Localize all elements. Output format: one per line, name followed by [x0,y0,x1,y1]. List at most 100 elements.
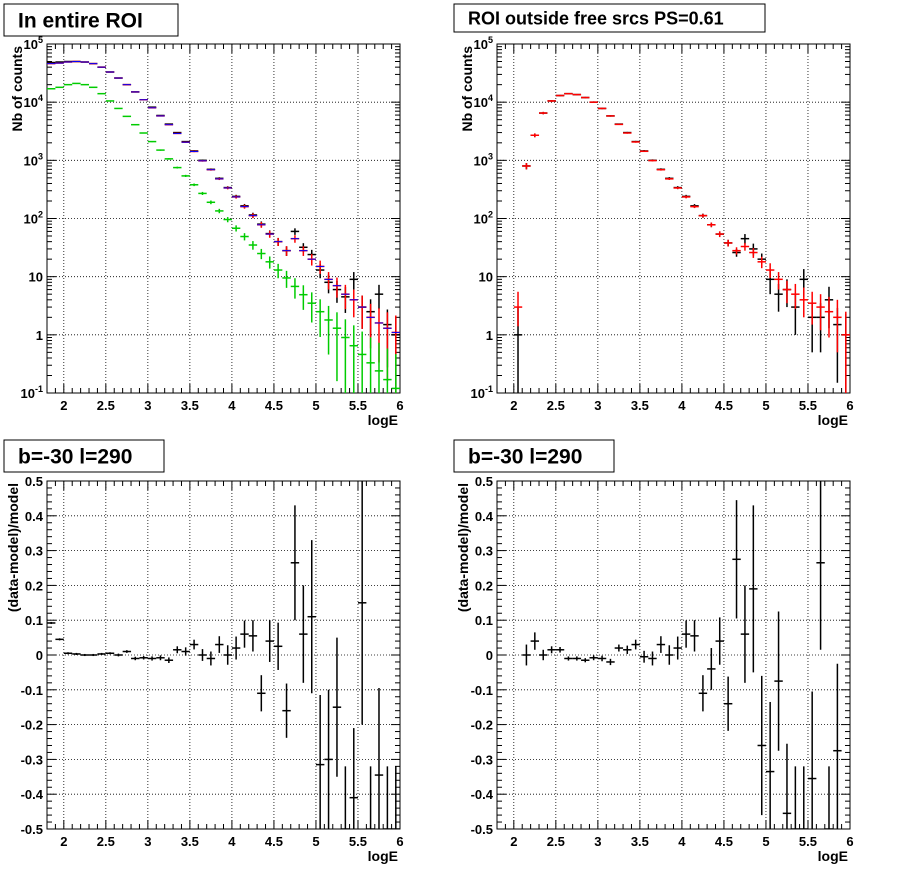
data-point [257,675,266,712]
y-tick-label: 0.2 [25,578,43,593]
data-point [673,636,682,660]
data-point [357,331,367,393]
data-point [181,647,190,656]
data-point [349,289,358,318]
x-tick-label: 2.5 [97,398,115,413]
data-point [265,620,274,662]
x-tick-label: 2 [510,834,517,849]
x-axis-label: logE [368,848,398,864]
data-point [539,111,548,115]
data-point [749,505,758,673]
data-point [665,645,674,665]
x-tick-label: 5.5 [799,834,817,849]
data-point [240,620,249,648]
data-point [315,260,325,274]
series-1 [513,92,850,393]
data-point [807,291,817,325]
data-point [765,701,775,829]
data-point [723,676,733,731]
x-tick-label: 3 [594,834,601,849]
data-point [774,611,783,751]
data-point [639,650,649,663]
data-point [315,695,325,829]
panel-top-right: ROI outside free srcs PS=0.61 2 2.5 3 3.5 4 4.… [453,3,854,428]
data-point [198,649,207,661]
data-point [156,149,165,151]
x-tick-label: 4 [678,834,686,849]
data-point [374,688,384,829]
data-point [774,272,783,290]
panel-top-left: In entire ROI 2 2.5 3 3.5 4 4.5 5 5.5 6 10-1 1 10 102… [3,3,404,428]
x-tick-label: 5 [312,834,319,849]
y-tick-label: 105 [24,35,43,52]
data-point [147,140,157,143]
data-point [530,133,540,138]
data-point [606,658,615,666]
data-point [366,337,375,393]
data-point [690,620,699,652]
data-point [623,645,632,654]
x-tick-label: 3 [144,398,151,413]
y-tick-label: 0.4 [25,509,44,524]
y-axis-label: (data-model)/model [455,483,471,612]
data-point [181,174,190,178]
data-point [80,653,90,657]
y-tick-label: -0.3 [21,752,43,767]
series-0 [47,481,400,829]
data-point [391,766,400,829]
x-tick-label: 5.5 [349,398,367,413]
data-point [581,658,590,663]
data-point [63,652,73,655]
data-point [513,291,523,327]
data-point [122,115,132,118]
y-tick-label: 102 [474,210,493,227]
data-point [315,299,325,337]
data-point [522,162,531,170]
x-tick-label: 5 [762,398,769,413]
data-point [223,645,232,665]
data-point [139,132,148,134]
data-point [248,620,258,652]
data-point [740,242,750,251]
chart-title: b=-30 l=290 [468,446,582,469]
y-axis-label: Nb of counts [459,46,475,132]
data-point [749,248,758,258]
x-tick-label: 5 [762,834,769,849]
data-point [332,312,342,382]
data-point [290,278,300,299]
data-point [555,94,565,97]
data-point [147,656,157,661]
data-point [307,540,316,694]
series-2 [47,61,400,333]
y-tick-label: 0.5 [25,474,43,489]
x-tick-label: 4 [228,398,236,413]
data-point [723,239,733,247]
chart-title: ROI outside free srcs PS=0.61 [468,8,724,28]
data-point [555,646,565,653]
y-tick-label: 102 [24,210,43,227]
y-tick-label: 0.4 [475,509,494,524]
data-point [290,228,300,235]
x-tick-label: 6 [396,834,403,849]
data-point [282,270,291,288]
data-point [97,652,106,655]
data-point [156,655,165,661]
data-point [391,354,400,393]
data-point [164,158,174,160]
data-point [572,656,582,661]
data-point [807,691,817,829]
x-tick-label: 3 [594,398,601,413]
data-point [131,123,140,126]
data-point [114,653,123,657]
data-point [782,280,792,304]
x-tick-label: 6 [846,398,853,413]
x-axis-label: logE [818,848,848,864]
data-point [824,296,834,338]
data-point [341,319,350,393]
data-point [841,311,850,393]
series-0 [522,481,842,829]
data-point [564,656,573,661]
x-tick-label: 6 [846,834,853,849]
data-point [105,652,115,655]
x-tick-label: 2 [60,398,67,413]
